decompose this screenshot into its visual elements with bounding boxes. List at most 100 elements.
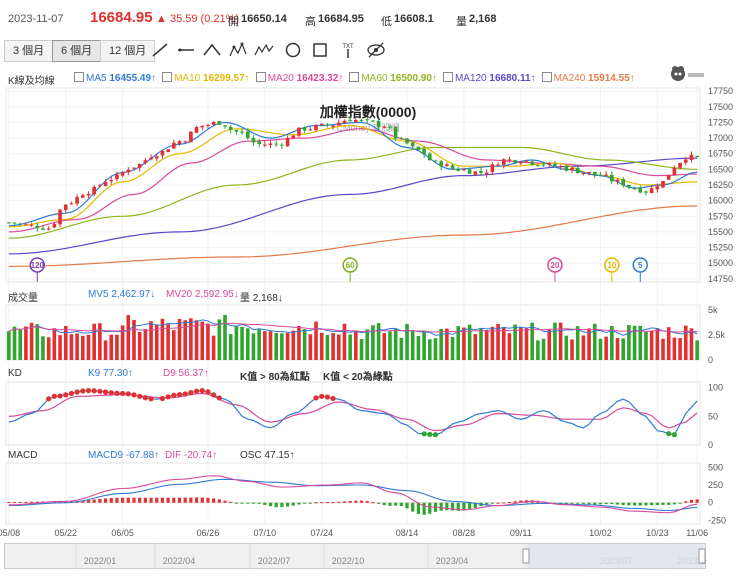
x-tick-label: 10/02 [589,528,612,538]
candle-body [200,125,205,128]
ma-legend-item-ma240[interactable]: MA240 15914.55↑ [541,72,635,84]
kd-red-dot [91,388,97,394]
volume-bar [69,334,74,360]
volume-bar [251,333,256,360]
price-tick-label: 17250 [708,117,733,127]
kd-red-dot [51,393,57,399]
volume-bar [479,328,483,360]
ma-legend: MA5 16455.49↑ MA10 16299.57↑ MA20 16423.32… [74,72,641,84]
candle-body [507,159,512,161]
candle-body [439,161,443,167]
checkbox-icon[interactable] [255,72,266,82]
candle-body [354,119,358,122]
kd-red-dot [74,389,80,395]
text-tool-icon[interactable]: TXT [338,41,358,59]
ma-line-ma20 [8,128,698,233]
osc-bar [166,497,170,503]
angle-icon[interactable] [202,41,222,59]
kd-red-dot [211,392,217,398]
candle-body [678,162,682,168]
ma-legend-item-ma60[interactable]: MA60 16500.90↑ [349,72,437,84]
ma-legend-item-ma120[interactable]: MA120 16680.11↑ [442,72,536,84]
price-tick-label: 15250 [708,243,733,253]
candle-body [69,203,74,205]
candle-body [325,124,330,126]
osc-bar [695,499,699,503]
osc-bar [678,502,682,504]
panel-frame-macd [5,462,701,525]
candle-body [621,179,626,186]
ma-name: MA20 [267,73,297,84]
osc-bar [502,502,506,504]
volume-bar [382,333,387,360]
osc-bar [86,500,91,503]
checkbox-icon[interactable] [442,72,453,82]
candle-body [530,161,534,165]
wave-icon[interactable] [254,41,274,59]
checkbox-icon[interactable] [74,72,84,82]
ma-marker-label: 10 [607,261,616,270]
ma-value: 16423.32↑ [296,73,344,84]
osc-bar [303,502,307,504]
watermark: CMoney 玩股網 [336,122,399,133]
navigator[interactable]: 2022/012022/042022/072022/102023/042023/… [4,543,706,569]
osc-bar [638,502,642,506]
volume-bar [280,333,284,360]
kd-red-dot [313,395,319,401]
tab-3-months[interactable]: 3 個月 [4,40,54,62]
volume-bar [610,325,614,360]
kd-red-dot [319,393,325,399]
osc-bar [12,501,17,503]
osc-bar [450,502,455,511]
candle-body [427,153,432,161]
line-tool-icon[interactable] [150,41,170,59]
kd-green-dot [432,432,439,438]
volume-bar [257,328,261,360]
hide-icon[interactable] [366,41,386,59]
osc-bar [58,501,62,503]
mv5-legend: MV5 2,462.97↓ [88,289,156,300]
osc-bar [177,497,182,503]
volume-bar [200,321,205,360]
ma-legend-item-ma20[interactable]: MA20 16423.32↑ [255,72,344,84]
ma-legend-item-ma5[interactable]: MA5 16455.49↑ [74,72,156,84]
candle-body [302,127,307,131]
osc-bar [559,502,563,504]
volume-bar [678,338,682,360]
volume-bar [695,340,699,360]
checkbox-icon[interactable] [541,72,552,82]
ma-name: MA5 [86,73,110,84]
kd-red-dot [182,391,188,397]
ma-value: 16500.90↑ [390,73,437,84]
rectangle-icon[interactable] [310,41,330,59]
x-tick-label: 06/05 [111,528,134,538]
ma-name: MA10 [174,73,203,84]
osc-bar [81,500,85,503]
macd9-legend: MACD9 -67.88↑ [88,450,160,461]
candle-body [29,224,34,226]
checkbox-icon[interactable] [349,72,360,82]
osc-bar [263,502,267,505]
volume-bar [524,327,529,360]
volume-bar [649,330,654,360]
osc-bar [240,502,244,504]
ma-legend-item-ma10[interactable]: MA10 16299.57↑ [162,72,250,84]
low-label: 低 [381,16,392,28]
kd-red-dot [120,390,126,397]
volume-bar [217,319,222,360]
volume-bar [274,332,279,360]
horizontal-line-icon[interactable] [176,41,196,59]
volume-bar [115,334,119,360]
osc-bar [291,502,295,506]
checkbox-icon[interactable] [162,72,173,82]
candle-body [132,167,136,169]
volume-tick-label: 5k [708,305,718,315]
pattern-icon[interactable] [228,41,248,59]
candle-body [109,180,114,182]
volume-bar [223,314,227,360]
circle-icon[interactable] [283,41,303,59]
tab-12-months[interactable]: 12 個月 [100,40,156,62]
candle-body [644,191,648,193]
candle-body [484,172,489,175]
